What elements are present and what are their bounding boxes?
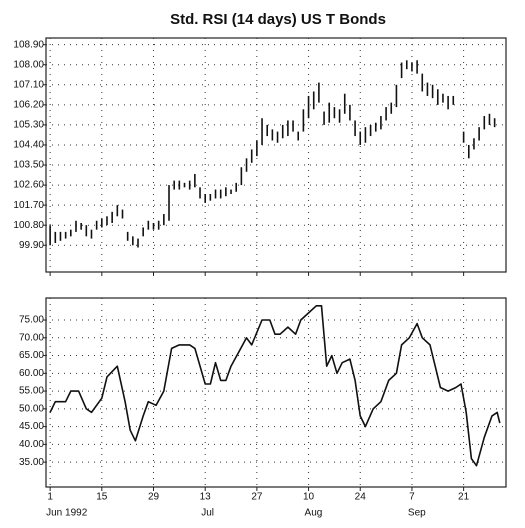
y-tick-label: 102.60 — [13, 180, 44, 191]
month-label: Aug — [305, 508, 323, 519]
y-tick-label: 108.90 — [13, 39, 44, 50]
chart-title: Std. RSI (14 days) US T Bonds — [170, 11, 386, 28]
y-tick-label: 65.00 — [19, 350, 44, 361]
x-tick-label: 24 — [355, 492, 367, 503]
month-label: Jun 1992 — [46, 508, 88, 519]
y-tick-label: 50.00 — [19, 403, 44, 414]
y-tick-label: 45.00 — [19, 421, 44, 432]
month-label: Jul — [201, 508, 214, 519]
month-label: Sep — [408, 508, 426, 519]
x-tick-label: 29 — [148, 492, 160, 503]
y-tick-label: 70.00 — [19, 332, 44, 343]
y-tick-label: 55.00 — [19, 386, 44, 397]
y-tick-label: 99.90 — [19, 240, 44, 251]
y-tick-label: 60.00 — [19, 368, 44, 379]
y-tick-label: 100.80 — [13, 220, 44, 231]
x-tick-label: 13 — [200, 492, 212, 503]
x-tick-label: 21 — [458, 492, 470, 503]
y-tick-label: 105.30 — [13, 120, 44, 131]
y-tick-label: 104.40 — [13, 140, 44, 151]
rsi-line — [49, 305, 501, 467]
y-tick-label: 40.00 — [19, 439, 44, 450]
y-tick-label: 103.50 — [13, 160, 44, 171]
y-tick-label: 35.00 — [19, 457, 44, 468]
plot-frame — [45, 37, 507, 273]
x-tick-label: 27 — [251, 492, 263, 503]
x-tick-label: 1 — [47, 492, 53, 503]
y-tick-label: 107.10 — [13, 79, 44, 90]
x-tick-label: 10 — [303, 492, 315, 503]
y-tick-label: 75.00 — [19, 315, 44, 326]
y-tick-label: 101.70 — [13, 200, 44, 211]
y-tick-label: 106.20 — [13, 99, 44, 110]
y-tick-label: 108.00 — [13, 59, 44, 70]
plot-frame — [45, 297, 507, 488]
x-tick-label: 7 — [409, 492, 415, 503]
x-tick-label: 15 — [96, 492, 108, 503]
